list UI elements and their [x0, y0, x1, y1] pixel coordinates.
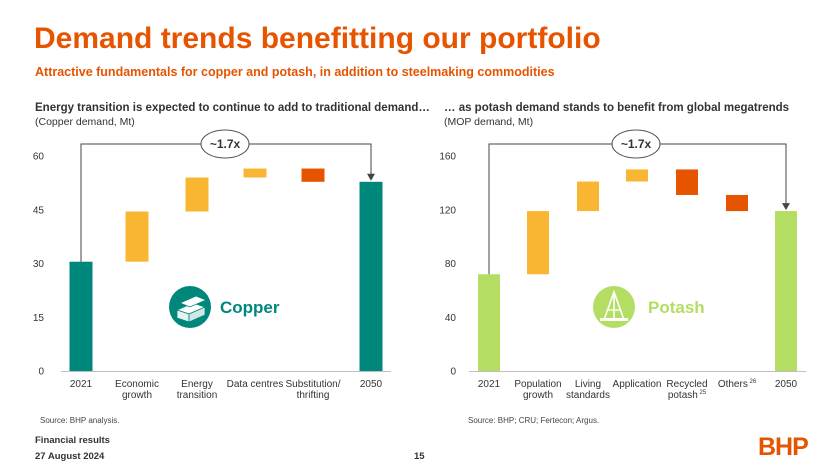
copper-ytick-label: 45 [33, 205, 45, 216]
potash-bar-increase [527, 211, 549, 275]
potash-category-label: Others 26 [718, 379, 757, 390]
potash-ytick-label: 160 [439, 152, 456, 163]
potash-category-label: Population growth [514, 379, 561, 401]
potash-chart-unit: (MOP demand, Mt) [444, 116, 534, 128]
potash-category-label: 2021 [478, 379, 501, 390]
copper-bar-total [359, 181, 383, 371]
potash-plant-glyph [600, 289, 628, 321]
potash-bar-decrease [676, 169, 698, 195]
potash-bar-total [775, 211, 797, 371]
page-title: Demand trends benefitting our portfolio [34, 22, 601, 55]
copper-cathode-glyph [175, 295, 208, 323]
potash-category-label: 2050 [775, 379, 798, 390]
tower-base [600, 318, 628, 321]
footer-report-name: Financial results [35, 435, 110, 446]
copper-bar-increase [185, 177, 209, 212]
potash-bar-increase [577, 181, 599, 212]
potash-ytick-label: 80 [445, 259, 457, 270]
copper-multiplier-label: ~1.7x [210, 137, 241, 151]
copper-category-label: Substitution/thrifting [285, 379, 340, 401]
potash-ytick-label: 0 [450, 367, 456, 378]
cathode-top-2 [178, 295, 208, 308]
potash-multiplier-label: ~1.7x [621, 137, 652, 151]
page-number: 15 [414, 451, 425, 462]
potash-bar-decrease [726, 194, 748, 212]
copper-category-label: Economic growth [115, 379, 159, 401]
copper-category-label: 2050 [360, 379, 383, 390]
copper-arrow-head [367, 173, 375, 181]
potash-badge-label: Potash [648, 298, 705, 317]
copper-ytick-label: 0 [38, 367, 44, 378]
copper-source: Source: BHP analysis. [40, 416, 120, 425]
potash-source: Source: BHP; CRU; Fertecon; Argus. [468, 416, 600, 425]
potash-arrow-head [782, 203, 790, 211]
potash-ytick-label: 40 [445, 313, 457, 324]
copper-category-label: Energy transition [177, 379, 218, 401]
copper-bar-decrease [301, 168, 325, 182]
cathode-side [188, 306, 206, 323]
copper-chart-unit: (Copper demand, Mt) [35, 116, 135, 128]
copper-category-label: Data centres [227, 379, 284, 390]
potash-category-label: Application [613, 379, 662, 390]
copper-bar-increase [243, 168, 267, 178]
copper-multiplier-bracket [80, 143, 372, 262]
potash-chart-title: … as potash demand stands to benefit fro… [444, 102, 790, 114]
copper-multiplier-oval [200, 129, 250, 159]
potash-ytick-label: 120 [439, 205, 456, 216]
bhp-logo: BHP [758, 433, 809, 461]
copper-ytick-label: 30 [33, 259, 45, 270]
copper-bar-increase [125, 211, 149, 262]
potash-multiplier-bracket [488, 143, 787, 275]
copper-chart-title: Energy transition is expected to continu… [35, 102, 430, 114]
copper-ytick-label: 60 [33, 152, 45, 163]
footer-date: 27 August 2024 [35, 451, 105, 462]
copper-ytick-label: 15 [33, 313, 45, 324]
copper-category-label: 2021 [70, 379, 93, 390]
potash-multiplier-oval [611, 129, 661, 159]
copper-badge-label: Copper [220, 298, 280, 317]
potash-bar-total [478, 274, 500, 371]
potash-category-label: Living standards [566, 379, 610, 401]
copper-bar-total [69, 261, 93, 371]
potash-category-label: Recycled potash 25 [666, 379, 707, 401]
page-subtitle: Attractive fundamentals for copper and p… [35, 65, 555, 79]
potash-bar-increase [626, 169, 648, 182]
